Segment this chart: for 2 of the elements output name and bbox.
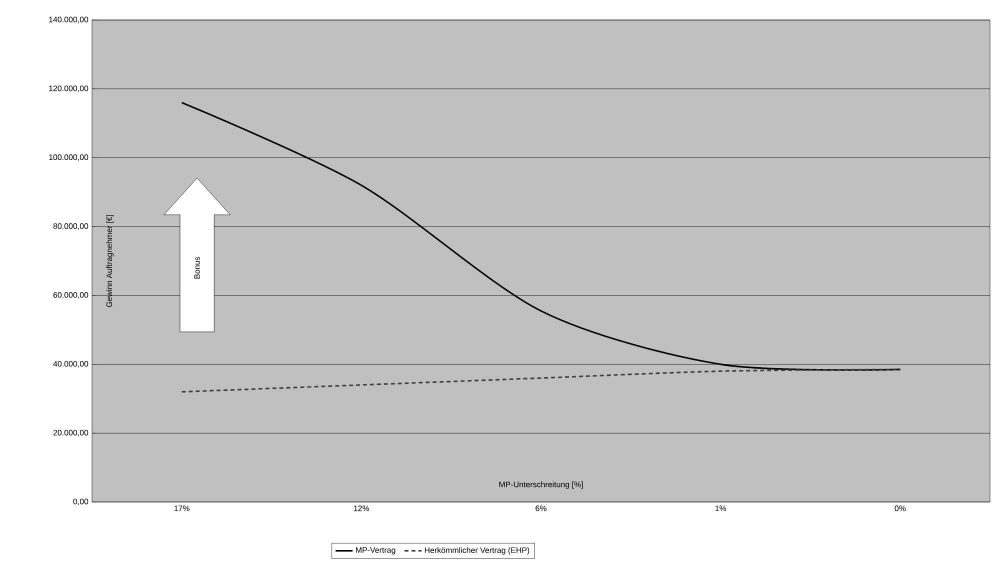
line-series bbox=[181, 368, 902, 393]
line-series bbox=[181, 102, 902, 371]
